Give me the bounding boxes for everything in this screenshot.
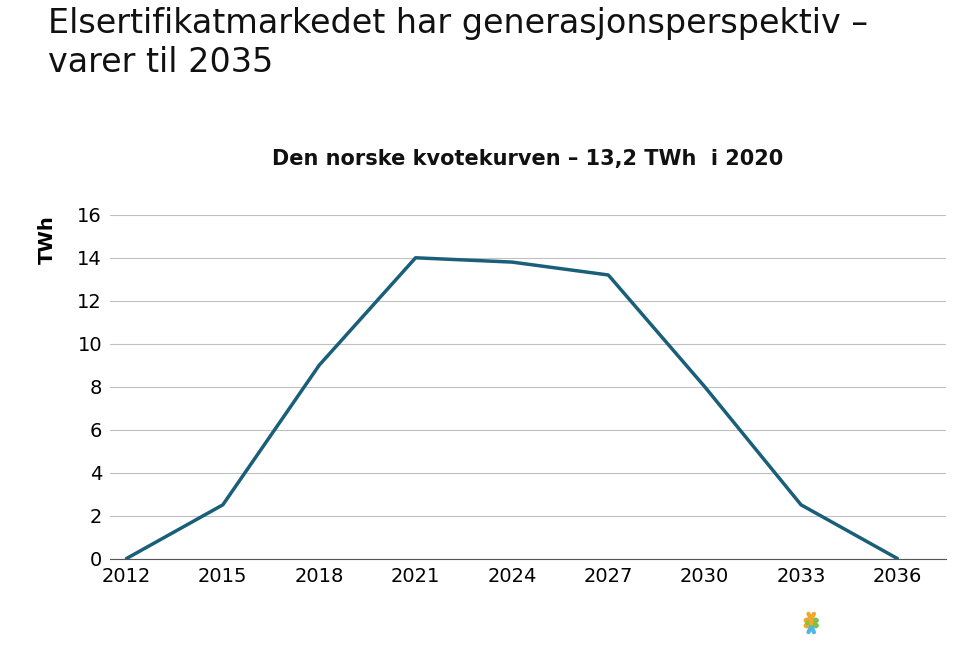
Text: EnergiNorge: EnergiNorge [806, 613, 936, 633]
Text: TWh: TWh [38, 215, 58, 264]
Text: Elsertifikatmarkedet har generasjonsperspektiv –
varer til 2035: Elsertifikatmarkedet har generasjonspers… [48, 7, 868, 79]
Text: Den norske kvotekurven – 13,2 TWh  i 2020: Den norske kvotekurven – 13,2 TWh i 2020 [273, 149, 783, 169]
